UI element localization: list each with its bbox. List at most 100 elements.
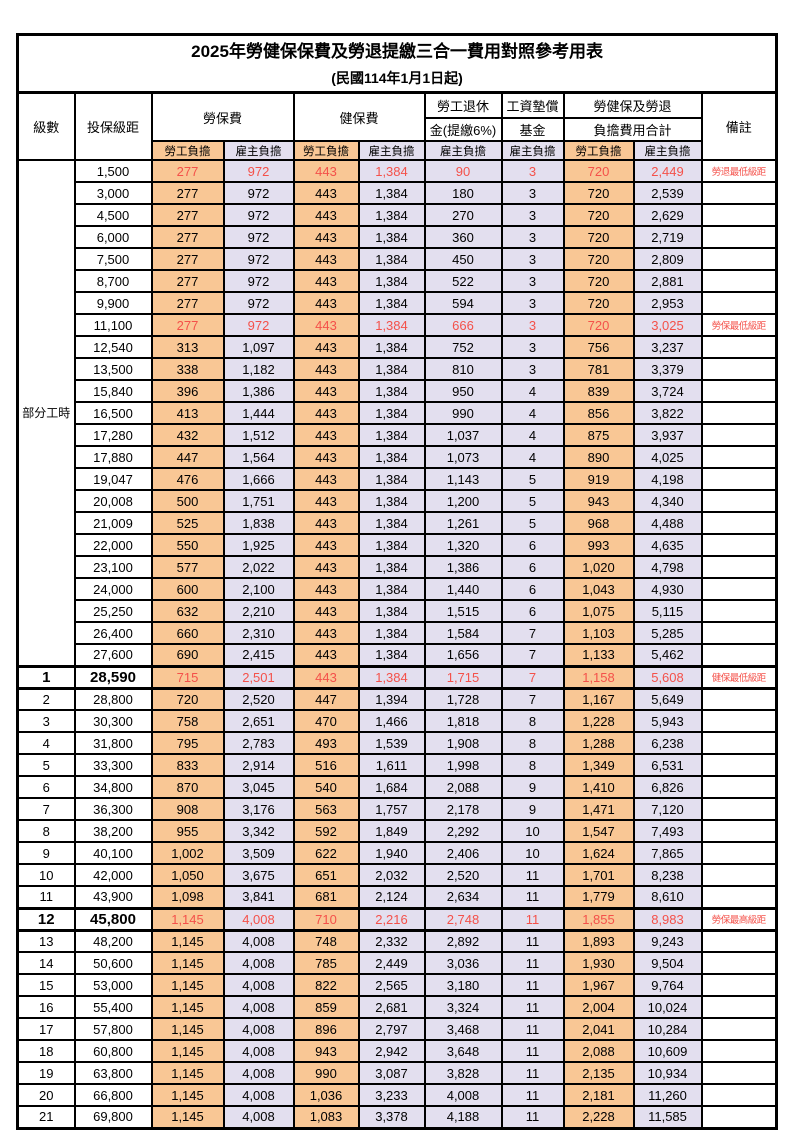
pension-employer-cell: 1,818 <box>423 709 503 733</box>
table-row: 13,500 338 1,182 443 1,384 810 3 781 3,3… <box>18 357 778 381</box>
table-row: 部分工時 1,500 277 972 443 1,384 90 3 720 2,… <box>16 159 778 667</box>
labor-insurance-employer-cell: 1,838 <box>222 511 295 535</box>
page-title-line2: (民國114年1月1日起) <box>331 70 463 86</box>
pension-employer-cell: 950 <box>423 379 503 403</box>
total-employee-cell: 1,893 <box>562 929 635 953</box>
health-insurance-employee-cell: 443 <box>292 379 360 403</box>
column-header-wage-fund-line2: 基金 <box>500 117 565 142</box>
pension-employer-cell: 1,440 <box>423 577 503 601</box>
pension-employer-cell: 1,908 <box>423 731 503 755</box>
bracket-cell: 60,800 <box>73 1039 153 1063</box>
health-insurance-employee-cell: 710 <box>292 906 360 932</box>
total-employee-cell: 2,088 <box>562 1039 635 1063</box>
remark-cell <box>700 929 778 953</box>
total-employee-cell: 720 <box>562 313 635 337</box>
remark-cell <box>700 401 778 425</box>
total-employee-cell: 2,181 <box>562 1083 635 1107</box>
wage-fund-employer-cell: 11 <box>500 863 565 887</box>
remark-cell <box>700 643 778 667</box>
labor-insurance-employer-cell: 2,022 <box>222 555 295 579</box>
table-row: 11,100 277 972 443 1,384 666 3 720 3,025… <box>18 313 778 337</box>
remark-cell <box>700 1039 778 1063</box>
wage-fund-employer-cell: 9 <box>500 775 565 799</box>
total-employer-cell: 2,881 <box>632 269 703 293</box>
wage-fund-employer-cell: 8 <box>500 753 565 777</box>
wage-fund-employer-cell: 11 <box>500 906 565 932</box>
level-cell: 6 <box>16 775 76 799</box>
bracket-cell: 38,200 <box>73 819 153 843</box>
remark-cell <box>700 269 778 293</box>
labor-insurance-employee-cell: 1,145 <box>150 929 225 953</box>
total-employer-cell: 10,284 <box>632 1017 703 1041</box>
labor-insurance-employee-cell: 1,145 <box>150 1105 225 1129</box>
wage-fund-employer-cell: 3 <box>500 181 565 205</box>
pension-employer-cell: 2,406 <box>423 841 503 865</box>
table-row: 17 57,800 1,145 4,008 896 2,797 3,468 11… <box>16 1017 778 1041</box>
labor-insurance-employee-cell: 525 <box>150 511 225 535</box>
bracket-cell: 25,250 <box>73 599 153 623</box>
remark-cell <box>700 687 778 711</box>
table-row: 5 33,300 833 2,914 516 1,611 1,998 8 1,3… <box>16 753 778 777</box>
total-employer-cell: 3,724 <box>632 379 703 403</box>
health-insurance-employee-cell: 443 <box>292 577 360 601</box>
labor-insurance-employer-cell: 3,342 <box>222 819 295 843</box>
bracket-cell: 22,000 <box>73 533 153 557</box>
pension-employer-cell: 1,386 <box>423 555 503 579</box>
remark-cell <box>700 621 778 645</box>
bracket-cell: 40,100 <box>73 841 153 865</box>
bracket-cell: 7,500 <box>73 247 153 271</box>
labor-insurance-employer-cell: 972 <box>222 247 295 271</box>
subheader-labor-employer: 雇主負擔 <box>222 140 295 161</box>
total-employee-cell: 1,020 <box>562 555 635 579</box>
column-header-health-insurance: 健保費 <box>292 91 426 142</box>
labor-insurance-employer-cell: 1,666 <box>222 467 295 491</box>
level-cell: 12 <box>16 906 76 932</box>
labor-insurance-employee-cell: 1,145 <box>150 995 225 1019</box>
health-insurance-employee-cell: 443 <box>292 445 360 469</box>
remark-cell: 勞退最低級距 <box>700 159 778 183</box>
total-employee-cell: 720 <box>562 225 635 249</box>
table-row: 21,009 525 1,838 443 1,384 1,261 5 968 4… <box>18 511 778 535</box>
total-employer-cell: 3,237 <box>632 335 703 359</box>
table-row: 16,500 413 1,444 443 1,384 990 4 856 3,8… <box>18 401 778 425</box>
pension-employer-cell: 1,515 <box>423 599 503 623</box>
bracket-cell: 16,500 <box>73 401 153 425</box>
health-insurance-employer-cell: 1,384 <box>357 577 426 601</box>
total-employer-cell: 7,120 <box>632 797 703 821</box>
pension-employer-cell: 1,656 <box>423 643 503 667</box>
health-insurance-employer-cell: 1,384 <box>357 621 426 645</box>
table-row: 13 48,200 1,145 4,008 748 2,332 2,892 11… <box>16 929 778 953</box>
column-header-wage-fund-line1: 工資墊償 <box>500 91 565 119</box>
pension-employer-cell: 3,036 <box>423 951 503 975</box>
remark-cell <box>700 489 778 513</box>
labor-insurance-employee-cell: 833 <box>150 753 225 777</box>
health-insurance-employer-cell: 1,384 <box>357 555 426 579</box>
pension-employer-cell: 1,073 <box>423 445 503 469</box>
pension-employer-cell: 1,584 <box>423 621 503 645</box>
level-cell: 8 <box>16 819 76 843</box>
remark-cell <box>700 335 778 359</box>
wage-fund-employer-cell: 5 <box>500 511 565 535</box>
total-employee-cell: 1,930 <box>562 951 635 975</box>
labor-insurance-employer-cell: 972 <box>222 181 295 205</box>
column-header-remark: 備註 <box>700 91 778 161</box>
total-employee-cell: 2,004 <box>562 995 635 1019</box>
pension-employer-cell: 2,178 <box>423 797 503 821</box>
remark-cell <box>700 247 778 271</box>
part-time-label: 部分工時 <box>16 159 76 667</box>
wage-fund-employer-cell: 5 <box>500 489 565 513</box>
wage-fund-employer-cell: 4 <box>500 423 565 447</box>
wage-fund-employer-cell: 11 <box>500 951 565 975</box>
premium-table-sheet: 2025年勞健保保費及勞退提繳三合一費用對照參考用表 (民國114年1月1日起)… <box>16 33 779 1130</box>
health-insurance-employee-cell: 516 <box>292 753 360 777</box>
health-insurance-employer-cell: 3,087 <box>357 1061 426 1085</box>
remark-cell <box>700 357 778 381</box>
health-insurance-employer-cell: 1,466 <box>357 709 426 733</box>
bracket-cell: 28,800 <box>73 687 153 711</box>
wage-fund-employer-cell: 11 <box>500 1105 565 1129</box>
subheader-labor-employee: 勞工負擔 <box>150 140 225 161</box>
labor-insurance-employer-cell: 972 <box>222 313 295 337</box>
wage-fund-employer-cell: 3 <box>500 335 565 359</box>
total-employee-cell: 1,167 <box>562 687 635 711</box>
pension-employer-cell: 90 <box>423 159 503 183</box>
